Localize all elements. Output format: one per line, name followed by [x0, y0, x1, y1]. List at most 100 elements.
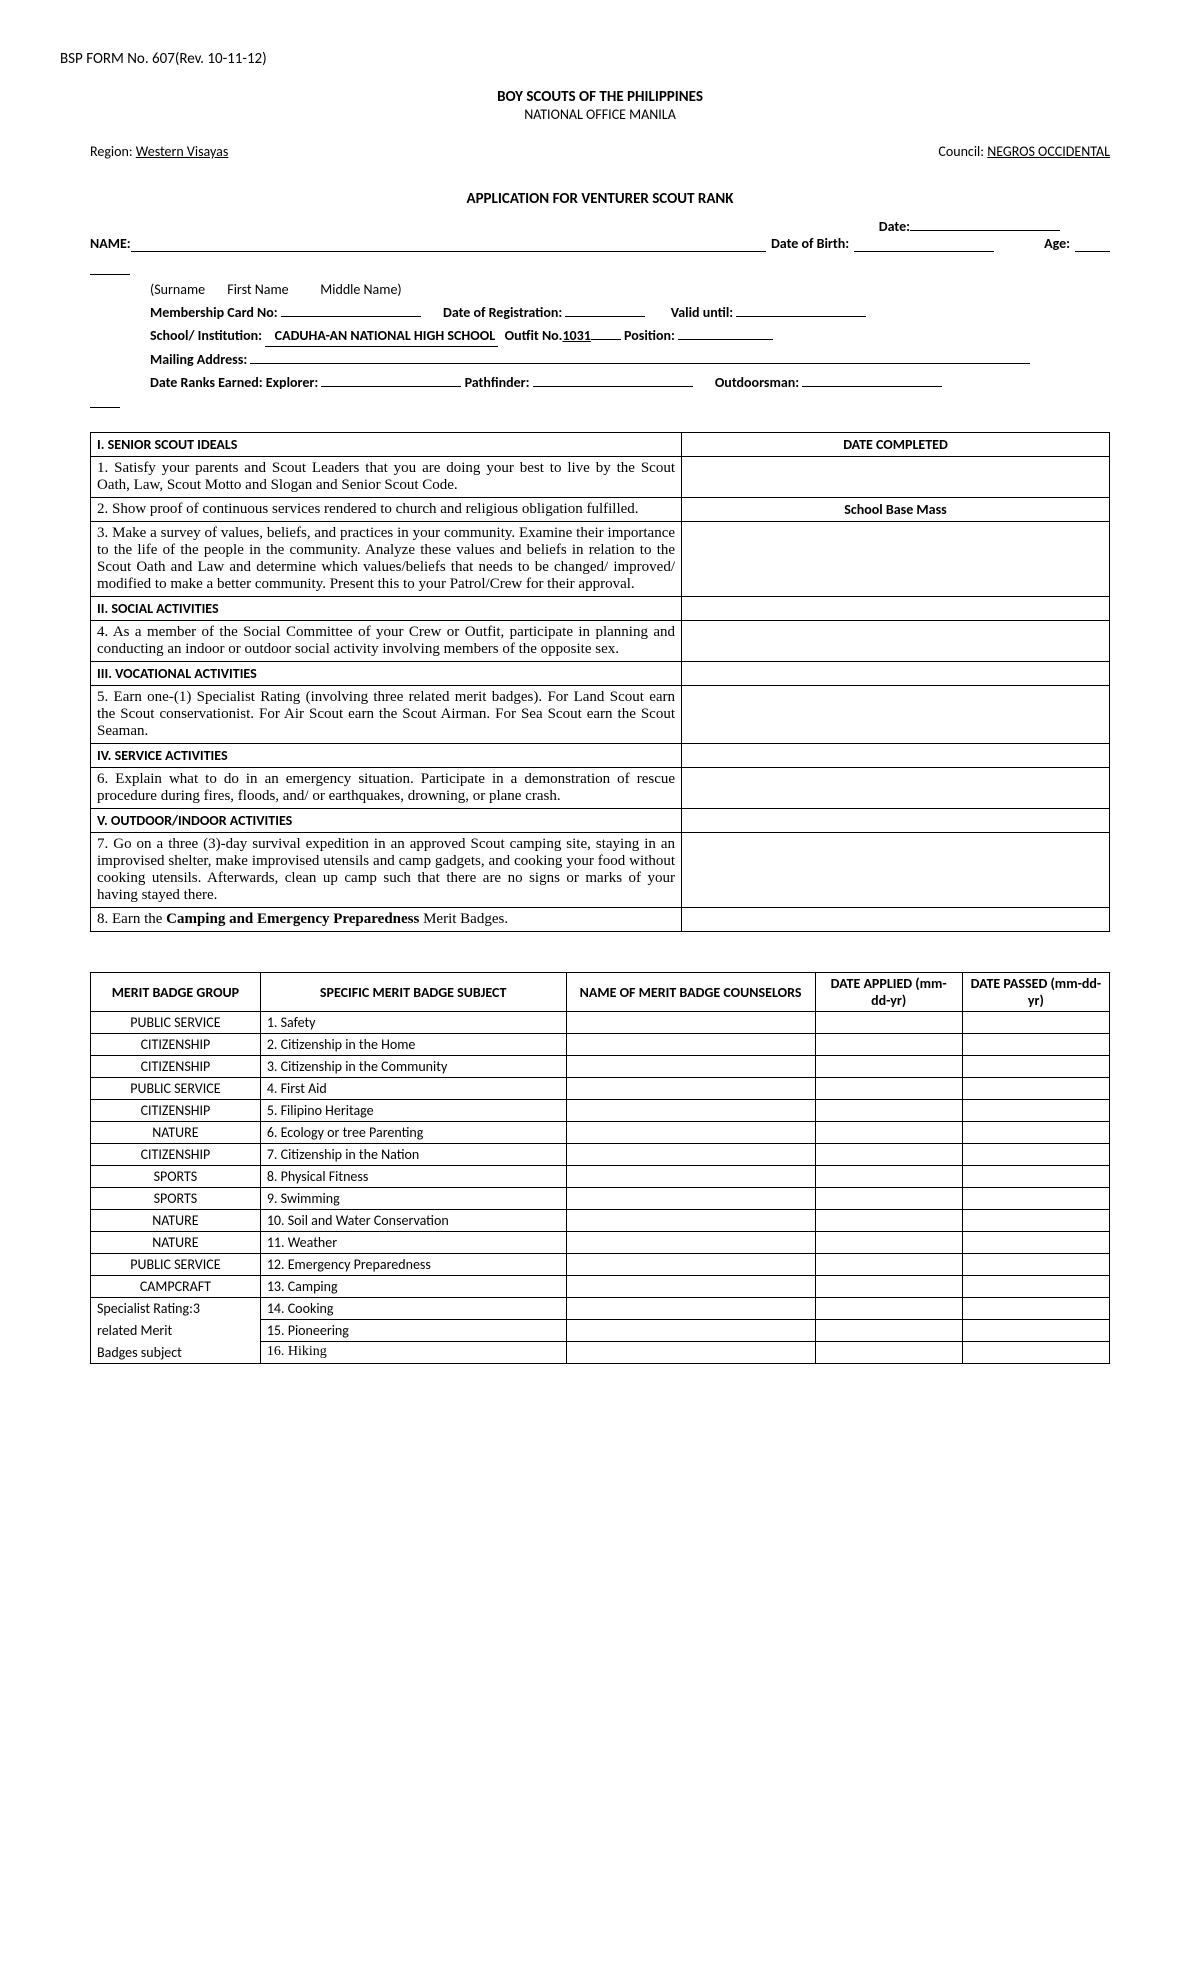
age-blank[interactable]	[1075, 235, 1110, 252]
membership-row: Membership Card No: Date of Registration…	[150, 302, 1080, 323]
merit-applied-5[interactable]	[815, 1122, 962, 1144]
req-7-date[interactable]	[682, 833, 1110, 908]
merit-applied-12[interactable]	[815, 1276, 962, 1298]
merit-passed-5[interactable]	[962, 1122, 1109, 1144]
outdoorsman-label: Outdoorsman:	[715, 374, 799, 391]
merit-applied-7[interactable]	[815, 1166, 962, 1188]
merit-subj-6: 7. Citizenship in the Nation	[260, 1144, 566, 1166]
req-1-date[interactable]	[682, 457, 1110, 498]
merit-passed-9[interactable]	[962, 1210, 1109, 1232]
explorer-blank[interactable]	[321, 386, 461, 387]
memcard-blank[interactable]	[281, 316, 421, 317]
valid-blank[interactable]	[736, 316, 866, 317]
merit-passed-8[interactable]	[962, 1188, 1109, 1210]
merit-counselor-3[interactable]	[566, 1078, 815, 1100]
merit-r16-p[interactable]	[962, 1342, 1109, 1364]
section-3-head: III. VOCATIONAL ACTIVITIES	[91, 662, 682, 686]
merit-counselor-5[interactable]	[566, 1122, 815, 1144]
merit-subj-0: 1. Safety	[260, 1012, 566, 1034]
section-3-date[interactable]	[682, 662, 1110, 686]
merit-r14-c[interactable]	[566, 1298, 815, 1320]
name-blank[interactable]	[131, 235, 766, 252]
req-3-date[interactable]	[682, 522, 1110, 597]
merit-counselor-9[interactable]	[566, 1210, 815, 1232]
merit-r14-a[interactable]	[815, 1298, 962, 1320]
merit-r14-p[interactable]	[962, 1298, 1109, 1320]
req-6-date[interactable]	[682, 768, 1110, 809]
merit-applied-6[interactable]	[815, 1144, 962, 1166]
name-parts: (Surname First Name Middle Name)	[150, 279, 1080, 300]
section-4-date[interactable]	[682, 744, 1110, 768]
merit-passed-0[interactable]	[962, 1012, 1109, 1034]
merit-r16-c[interactable]	[566, 1342, 815, 1364]
dob-blank[interactable]	[854, 235, 994, 252]
merit-applied-10[interactable]	[815, 1232, 962, 1254]
merit-counselor-12[interactable]	[566, 1276, 815, 1298]
merit-applied-11[interactable]	[815, 1254, 962, 1276]
merit-counselor-10[interactable]	[566, 1232, 815, 1254]
section-4-head: IV. SERVICE ACTIVITIES	[91, 744, 682, 768]
req-5-date[interactable]	[682, 686, 1110, 744]
merit-r15-c[interactable]	[566, 1320, 815, 1342]
req-8: 8. Earn the Camping and Emergency Prepar…	[91, 908, 682, 932]
merit-r15-p[interactable]	[962, 1320, 1109, 1342]
merit-passed-3[interactable]	[962, 1078, 1109, 1100]
region-council-row: Region: Western Visayas Council: NEGROS …	[60, 143, 1140, 160]
req-8-date[interactable]	[682, 908, 1110, 932]
merit-passed-2[interactable]	[962, 1056, 1109, 1078]
merit-counselor-1[interactable]	[566, 1034, 815, 1056]
outdoorsman-blank[interactable]	[802, 386, 942, 387]
pathfinder-blank[interactable]	[533, 386, 693, 387]
merit-applied-1[interactable]	[815, 1034, 962, 1056]
merit-h2: SPECIFIC MERIT BADGE SUBJECT	[260, 973, 566, 1012]
merit-group-4: CITIZENSHIP	[91, 1100, 261, 1122]
merit-subj-4: 5. Filipino Heritage	[260, 1100, 566, 1122]
merit-subj-5: 6. Ecology or tree Parenting	[260, 1122, 566, 1144]
merit-r16-a[interactable]	[815, 1342, 962, 1364]
school-label: School/ Institution:	[150, 327, 262, 344]
merit-applied-3[interactable]	[815, 1078, 962, 1100]
merit-subj-12: 13. Camping	[260, 1276, 566, 1298]
merit-passed-1[interactable]	[962, 1034, 1109, 1056]
outfit-value: 1031	[562, 327, 590, 344]
council-label: Council:	[938, 143, 987, 160]
req-4-date[interactable]	[682, 621, 1110, 662]
merit-counselor-11[interactable]	[566, 1254, 815, 1276]
merit-passed-10[interactable]	[962, 1232, 1109, 1254]
merit-subj-2: 3. Citizenship in the Community	[260, 1056, 566, 1078]
merit-counselor-6[interactable]	[566, 1144, 815, 1166]
merit-applied-4[interactable]	[815, 1100, 962, 1122]
trailing-line	[90, 274, 130, 275]
merit-r16: 16. Hiking	[260, 1342, 566, 1364]
req-2: 2. Show proof of continuous services ren…	[91, 498, 682, 522]
merit-passed-7[interactable]	[962, 1166, 1109, 1188]
merit-r15-a[interactable]	[815, 1320, 962, 1342]
outfit-blank[interactable]	[591, 339, 621, 340]
merit-applied-0[interactable]	[815, 1012, 962, 1034]
merit-passed-12[interactable]	[962, 1276, 1109, 1298]
datereg-label: Date of Registration:	[443, 304, 562, 321]
merit-passed-4[interactable]	[962, 1100, 1109, 1122]
merit-counselor-4[interactable]	[566, 1100, 815, 1122]
merit-counselor-8[interactable]	[566, 1188, 815, 1210]
date-blank[interactable]	[910, 230, 1060, 231]
merit-counselor-2[interactable]	[566, 1056, 815, 1078]
merit-subj-7: 8. Physical Fitness	[260, 1166, 566, 1188]
merit-passed-6[interactable]	[962, 1144, 1109, 1166]
merit-passed-11[interactable]	[962, 1254, 1109, 1276]
merit-counselor-7[interactable]	[566, 1166, 815, 1188]
trailing-line2	[90, 407, 120, 408]
merit-counselor-0[interactable]	[566, 1012, 815, 1034]
specialist-g3: Badges subject	[91, 1342, 261, 1364]
merit-applied-9[interactable]	[815, 1210, 962, 1232]
section-5-date[interactable]	[682, 809, 1110, 833]
outfit-label: Outfit No.	[505, 327, 563, 344]
datereg-blank[interactable]	[565, 316, 645, 317]
position-blank[interactable]	[678, 339, 773, 340]
merit-applied-2[interactable]	[815, 1056, 962, 1078]
merit-group-11: PUBLIC SERVICE	[91, 1254, 261, 1276]
mailing-blank[interactable]	[250, 363, 1030, 364]
merit-applied-8[interactable]	[815, 1188, 962, 1210]
section-2-date[interactable]	[682, 597, 1110, 621]
req-5: 5. Earn one-(1) Specialist Rating (invol…	[91, 686, 682, 744]
